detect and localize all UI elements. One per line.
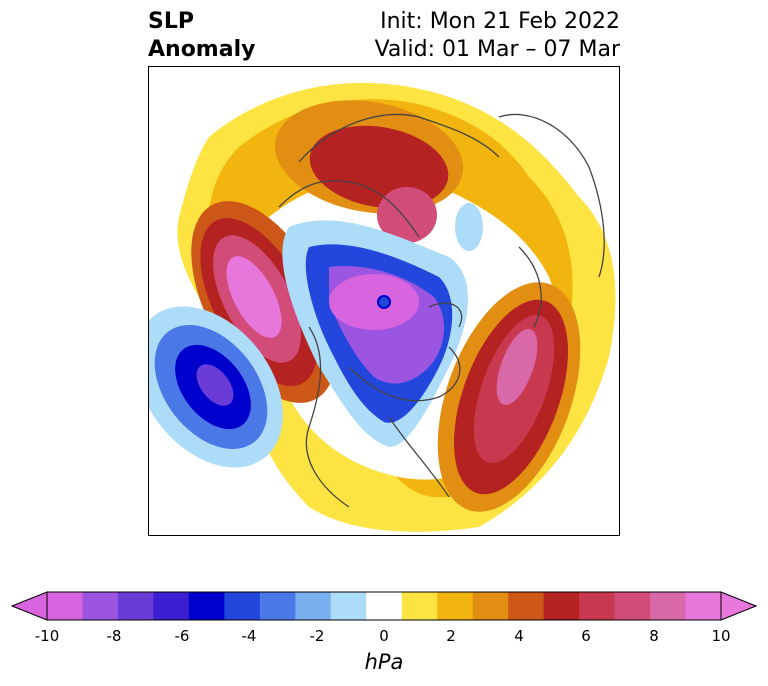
colorbar-segment (543, 592, 580, 620)
forecast-dates: Init: Mon 21 Feb 2022 Valid: 01 Mar – 07… (375, 8, 620, 64)
tick-label: -2 (309, 627, 325, 645)
colorbar-segment (472, 592, 509, 620)
colorbar-segment (330, 592, 367, 620)
colorbar-segment (401, 592, 438, 620)
tick-label: -4 (241, 627, 257, 645)
arctic-low-center (377, 295, 391, 309)
siberian-high-core (377, 187, 437, 243)
colorbar-segment (82, 592, 119, 620)
tick-label: -10 (34, 627, 60, 645)
tick-label: 0 (379, 627, 389, 645)
colorbar-max-arrow (720, 591, 758, 621)
tick-label: -8 (106, 627, 122, 645)
tick-label: 6 (581, 627, 591, 645)
title-line-2: Anomaly (148, 37, 256, 62)
atlantic-high-core (496, 329, 538, 405)
small-low (455, 203, 483, 251)
coastlines (278, 113, 605, 508)
colorbar-min-arrow (10, 591, 48, 621)
tick-label: 8 (649, 627, 659, 645)
valid-range: Valid: 01 Mar – 07 Mar (374, 37, 620, 62)
colorbar-segment (437, 592, 474, 620)
colorbar-segment (117, 592, 154, 620)
colorbar-segment (579, 592, 616, 620)
colorbar-segment (153, 592, 190, 620)
colorbar-segment (508, 592, 545, 620)
colorbar-segment (366, 592, 403, 620)
tick-label: 2 (446, 627, 456, 645)
arctic-low-core (329, 274, 419, 330)
title-line-1: SLP (148, 9, 194, 34)
map-title: SLP Anomaly (148, 8, 255, 64)
slp-anomaly-map (148, 66, 620, 536)
colorbar-segment (188, 592, 225, 620)
colorbar-unit: hPa (364, 650, 404, 674)
tick-label: 10 (711, 627, 731, 645)
colorbar-segment (47, 592, 83, 620)
colorbar-segment (259, 592, 296, 620)
colorbar-segment (295, 592, 332, 620)
tick-label: 4 (514, 627, 524, 645)
colorbar-segment (650, 592, 687, 620)
siberian-high-mid (309, 125, 449, 209)
pacific-low-core (196, 364, 234, 406)
colorbar-segment (685, 592, 722, 620)
init-date: Init: Mon 21 Feb 2022 (380, 9, 620, 34)
tick-label: -6 (174, 627, 190, 645)
colorbar-segments (46, 591, 722, 621)
pacific-high-core (226, 256, 282, 338)
colorbar-segment (614, 592, 651, 620)
colorbar-segment (224, 592, 261, 620)
colorbar (10, 591, 758, 621)
